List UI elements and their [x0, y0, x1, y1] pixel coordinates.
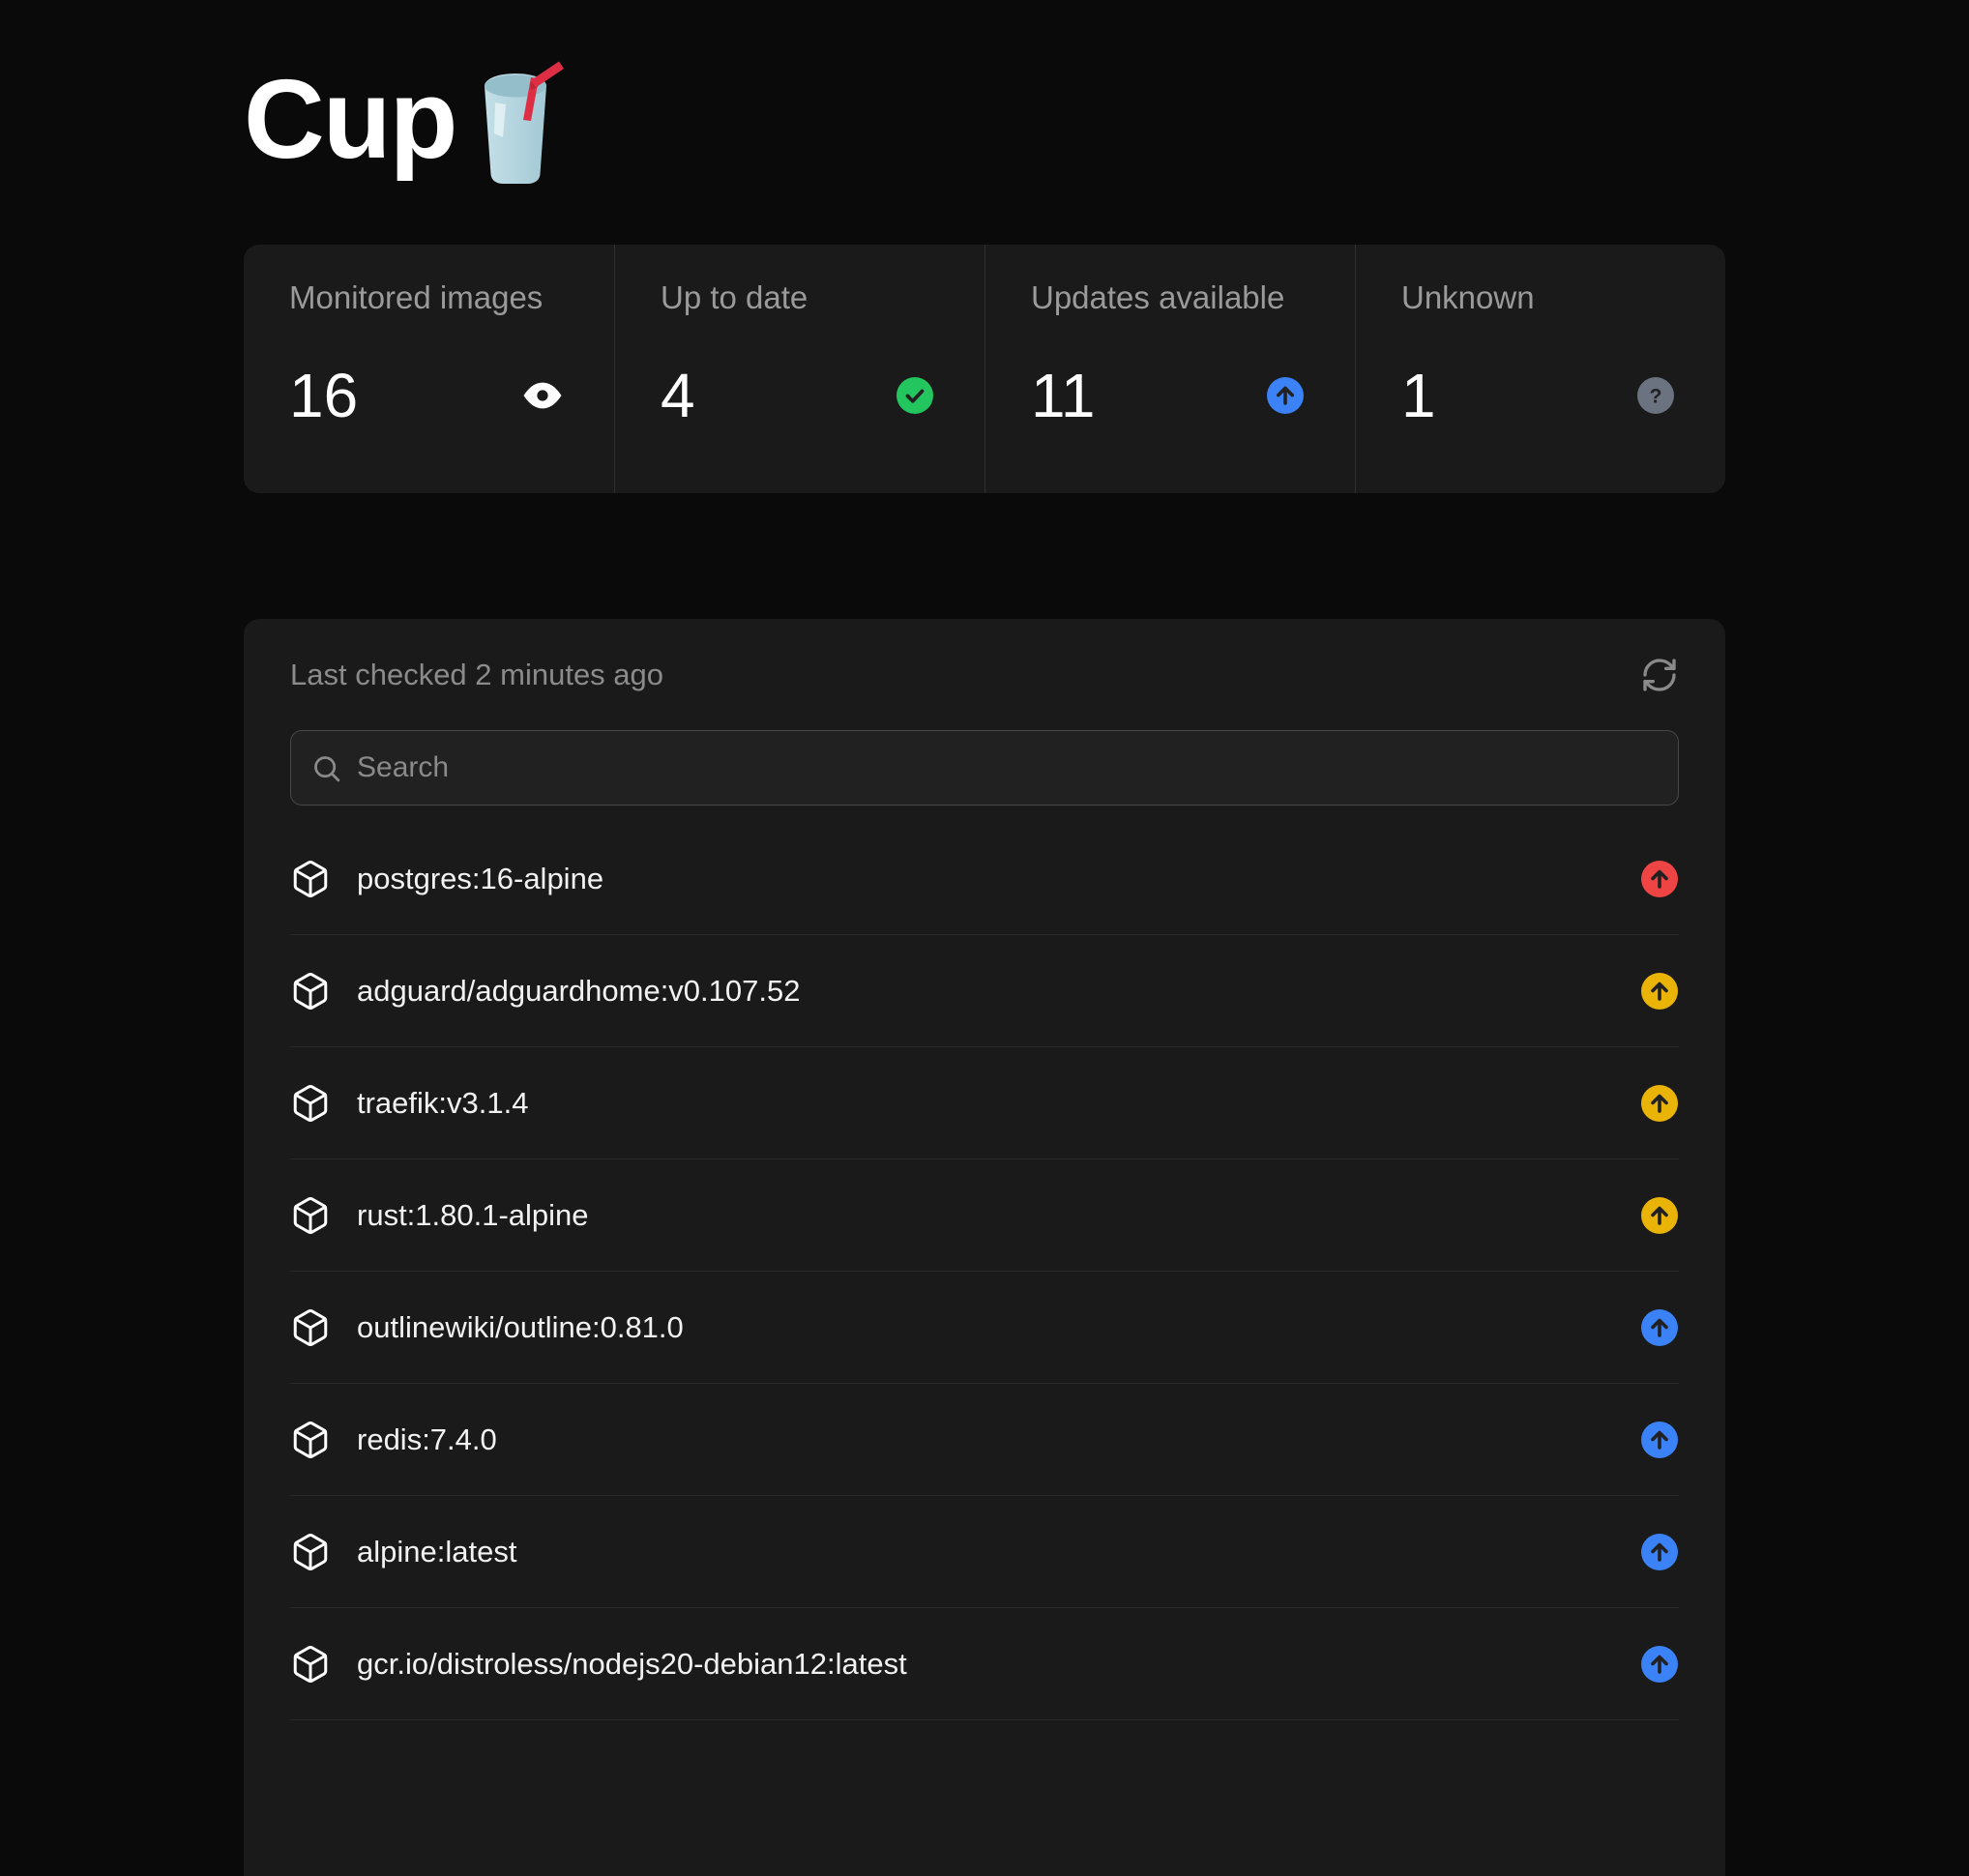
image-name: traefik:v3.1.4 [357, 1085, 529, 1120]
image-row[interactable]: outlinewiki/outline:0.81.0 [290, 1272, 1679, 1384]
package-icon [290, 971, 331, 1011]
image-name: rust:1.80.1-alpine [357, 1197, 589, 1232]
question-circle-icon: ? [1636, 376, 1675, 415]
arrow-up-circle-icon [1266, 376, 1305, 415]
panel-header: Last checked 2 minutes ago [290, 619, 1679, 730]
search-icon [314, 755, 340, 781]
package-icon [290, 1083, 331, 1124]
image-name: redis:7.4.0 [357, 1422, 497, 1456]
stat-value: 4 [661, 360, 695, 430]
update-status-icon [1640, 1308, 1679, 1347]
app-header: Cup [244, 56, 1725, 190]
stat-value: 11 [1031, 360, 1096, 430]
stat-unknown: Unknown 1 ? [1355, 245, 1725, 493]
package-icon [290, 1420, 331, 1460]
update-status-icon [1640, 1533, 1679, 1571]
stat-label: Monitored images [289, 279, 544, 315]
stat-label: Updates available [1031, 279, 1285, 315]
refresh-icon [1643, 658, 1676, 691]
stat-label: Unknown [1401, 279, 1535, 315]
stat-up-to-date: Up to date 4 [614, 245, 984, 493]
search-input[interactable] [355, 750, 1659, 785]
search-box [290, 730, 1679, 806]
stats-cards: Monitored images 16 Up to date 4 [244, 245, 1725, 493]
image-row[interactable]: gcr.io/distroless/nodejs20-debian12:late… [290, 1608, 1679, 1720]
image-name: gcr.io/distroless/nodejs20-debian12:late… [357, 1646, 907, 1681]
image-row[interactable]: rust:1.80.1-alpine [290, 1159, 1679, 1272]
stat-value: 1 [1401, 360, 1436, 430]
image-name: outlinewiki/outline:0.81.0 [357, 1309, 684, 1344]
image-list-panel: Last checked 2 minutes ago [244, 619, 1725, 1876]
check-circle-icon [896, 376, 934, 415]
eye-icon [521, 374, 564, 417]
image-row[interactable]: alpine:latest [290, 1496, 1679, 1608]
image-name: alpine:latest [357, 1534, 517, 1568]
image-list: postgres:16-alpine adguard/adguardhome:v… [290, 823, 1679, 1720]
image-row[interactable]: postgres:16-alpine [290, 823, 1679, 935]
package-icon [290, 1644, 331, 1685]
update-status-icon [1640, 1196, 1679, 1235]
app-title: Cup [244, 56, 457, 182]
stat-value: 16 [289, 360, 359, 430]
package-icon [290, 859, 331, 899]
image-row[interactable]: adguard/adguardhome:v0.107.52 [290, 935, 1679, 1047]
refresh-button[interactable] [1640, 656, 1679, 694]
stat-label: Up to date [661, 279, 808, 315]
package-icon [290, 1307, 331, 1348]
svg-text:?: ? [1650, 385, 1662, 407]
update-status-icon [1640, 860, 1679, 898]
update-status-icon [1640, 972, 1679, 1011]
package-icon [290, 1195, 331, 1236]
stat-updates-available: Updates available 11 [984, 245, 1355, 493]
update-status-icon [1640, 1084, 1679, 1123]
image-row[interactable]: redis:7.4.0 [290, 1384, 1679, 1496]
last-checked-text: Last checked 2 minutes ago [290, 657, 664, 691]
page: Cup Monitored images [244, 0, 1725, 1876]
image-name: adguard/adguardhome:v0.107.52 [357, 973, 801, 1008]
image-name: postgres:16-alpine [357, 861, 604, 895]
stat-monitored-images: Monitored images 16 [244, 245, 614, 493]
update-status-icon [1640, 1421, 1679, 1459]
image-row[interactable]: traefik:v3.1.4 [290, 1047, 1679, 1159]
update-status-icon [1640, 1645, 1679, 1684]
cup-with-straw-icon [484, 61, 564, 184]
package-icon [290, 1532, 331, 1572]
